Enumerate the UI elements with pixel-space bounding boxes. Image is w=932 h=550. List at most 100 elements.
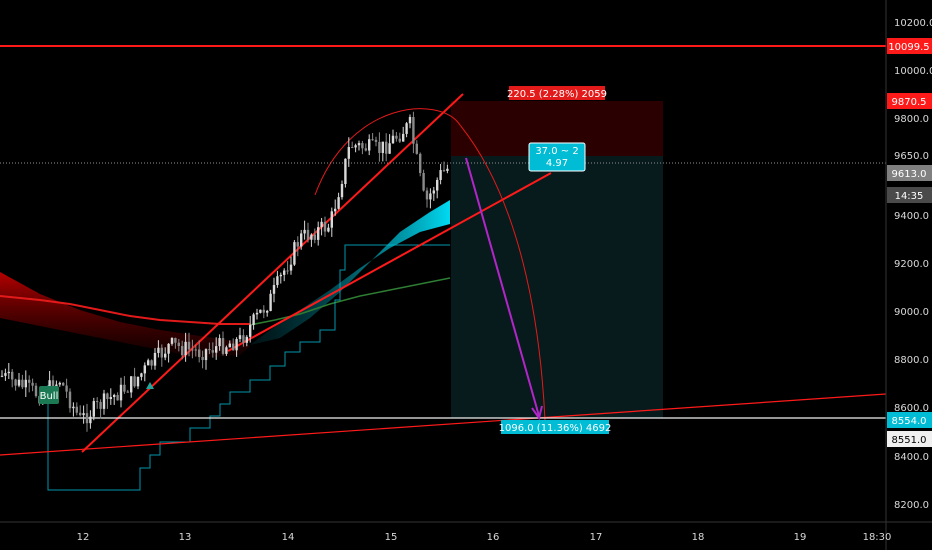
- candle-body: [313, 234, 316, 240]
- candle-body: [24, 379, 27, 388]
- y-tick-label: 9400.0: [894, 211, 929, 222]
- profit-zone: [451, 156, 663, 418]
- candle-body: [116, 394, 119, 401]
- candle-body: [300, 233, 303, 247]
- candle-body: [17, 379, 21, 386]
- current-price-badge: [887, 165, 932, 181]
- y-tick-label: 8800.0: [894, 355, 929, 366]
- candle-body: [361, 143, 364, 149]
- candle-body: [364, 148, 367, 151]
- y-tick-label: 8400.0: [894, 452, 929, 463]
- x-tick-label: 18:30: [863, 532, 892, 543]
- candle-body: [276, 276, 279, 286]
- candle-body: [208, 349, 211, 351]
- y-axis[interactable]: 8200.0 8400.0 8600.0 8800.0 9000.0 9200.…: [894, 18, 932, 511]
- reward-label-box: [501, 420, 609, 434]
- x-tick-label: 12: [77, 532, 90, 543]
- candle-body: [283, 270, 286, 275]
- candle-body: [72, 406, 75, 409]
- candle-body: [157, 347, 160, 353]
- candle-body: [221, 338, 225, 354]
- candle-body: [62, 382, 65, 386]
- candle-body: [391, 135, 395, 144]
- resistance-price-badge: [887, 38, 932, 54]
- x-tick-label: 18: [692, 532, 705, 543]
- bull-triangle-icon: [146, 382, 154, 389]
- candle-body: [204, 349, 208, 361]
- candle-body: [201, 356, 204, 361]
- candle-body: [11, 371, 14, 380]
- red-cloud-band: [0, 272, 250, 358]
- candle-body: [191, 349, 194, 351]
- candle-body: [14, 379, 17, 386]
- candle-body: [7, 371, 10, 374]
- candle-body: [215, 346, 218, 353]
- candle-body: [85, 413, 89, 424]
- candle-body: [310, 234, 313, 240]
- candle-body: [415, 143, 418, 154]
- candle-body: [58, 382, 61, 385]
- candle-body: [119, 384, 123, 401]
- candle-body: [4, 373, 7, 376]
- countdown-badge: [887, 187, 932, 203]
- candle-body: [385, 141, 388, 154]
- y-tick-label: 9800.0: [894, 114, 929, 125]
- candle-body: [252, 314, 255, 325]
- candle-body: [371, 139, 374, 141]
- candle-body: [306, 229, 310, 240]
- candle-body: [347, 147, 350, 159]
- candle-body: [96, 401, 99, 403]
- risk-label: 220.5 (2.28%) 2059: [507, 89, 607, 100]
- forecast-arrow: [465, 157, 540, 417]
- x-tick-label: 17: [590, 532, 603, 543]
- ratio-label-line1: 37.0 ~ 2: [535, 146, 578, 157]
- candle-body: [147, 360, 150, 366]
- candle-body: [0, 375, 4, 377]
- candle-body: [160, 347, 163, 358]
- x-axis[interactable]: 12 13 14 15 16 17 18 19 18:30: [77, 532, 892, 543]
- candle-body: [150, 360, 153, 366]
- y-tick-label: 9200.0: [894, 259, 929, 270]
- y-tick-label: 9650.0: [894, 151, 929, 162]
- candle-body: [357, 143, 361, 146]
- candle-body: [439, 170, 442, 180]
- candle-body: [266, 310, 269, 313]
- lower-trendline: [227, 172, 552, 352]
- candle-body: [31, 382, 34, 386]
- y-tick-label: 10000.0: [894, 66, 932, 77]
- candle-body: [320, 221, 323, 228]
- candle-body: [232, 343, 235, 351]
- green-moving-average: [249, 277, 451, 326]
- y-tick-label: 8600.0: [894, 403, 929, 414]
- candle-body: [442, 170, 446, 172]
- candle-body: [102, 393, 106, 409]
- candle-body: [184, 341, 187, 356]
- red-moving-average: [0, 295, 250, 325]
- candle-body: [82, 413, 85, 416]
- candles: [0, 111, 449, 432]
- candle-body: [327, 227, 330, 232]
- candle-body: [164, 353, 167, 358]
- candle-body: [317, 227, 320, 240]
- candle-body: [245, 336, 248, 343]
- cyan-cloud-band: [250, 200, 450, 345]
- candle-body: [351, 147, 354, 149]
- candle-body: [211, 350, 214, 353]
- candle-body: [272, 285, 276, 294]
- cyan-trailing-stop: [47, 244, 450, 491]
- candle-body: [262, 309, 265, 313]
- candle-body: [238, 335, 242, 340]
- candle-body: [255, 312, 259, 315]
- candle-body: [143, 365, 146, 374]
- candle-body: [289, 264, 293, 271]
- stop-price-badge: [887, 93, 932, 109]
- candle-body: [334, 208, 337, 212]
- candle-body: [422, 172, 425, 191]
- candle-body: [92, 401, 95, 417]
- candle-body: [398, 138, 401, 142]
- candle-body: [259, 309, 262, 313]
- candle-body: [425, 190, 429, 200]
- candle-body: [242, 335, 245, 343]
- candle-body: [174, 337, 177, 343]
